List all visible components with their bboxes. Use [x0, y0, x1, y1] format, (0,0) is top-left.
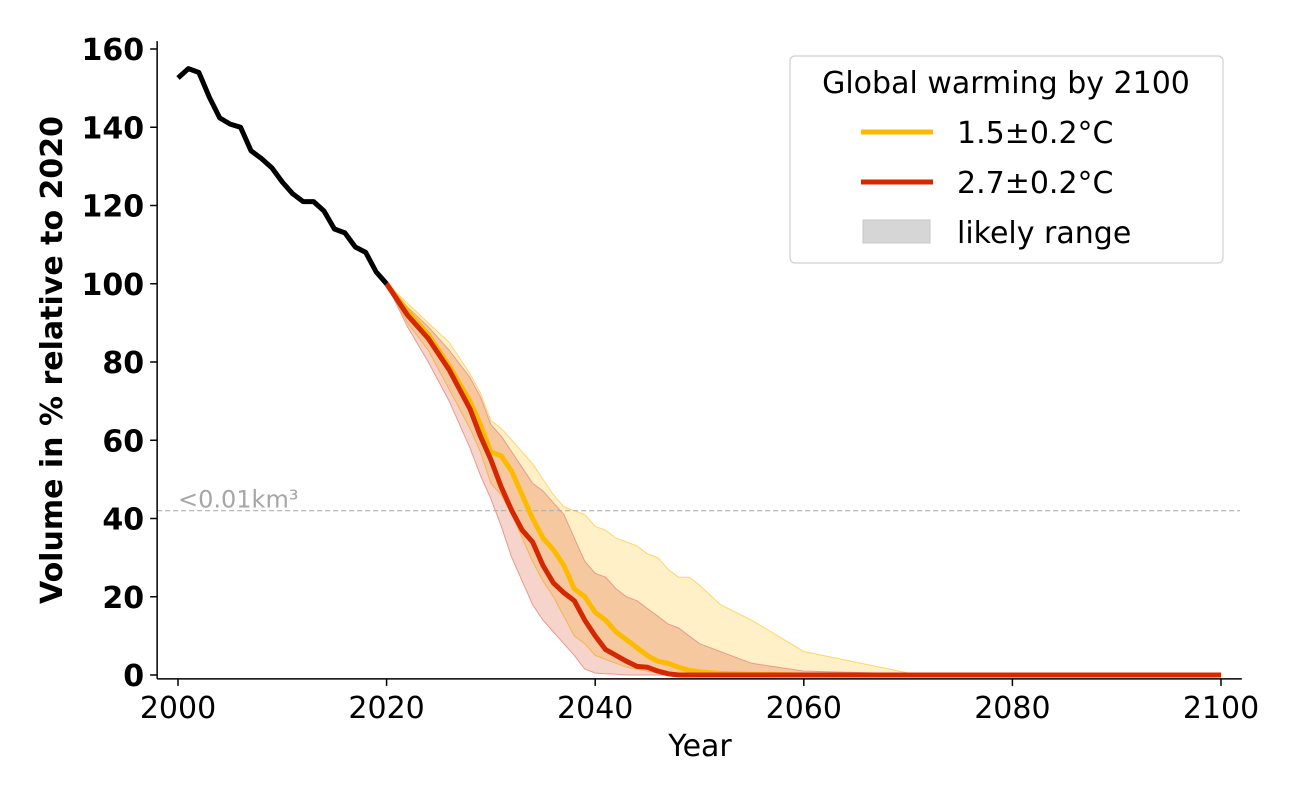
line-2p7: [384, 282, 1221, 678]
series-lines: [176, 66, 1221, 678]
y-tick-label: 140: [82, 111, 145, 146]
legend-box: [789, 55, 1224, 264]
y-tick-label: 80: [102, 346, 144, 381]
threshold-label: <0.01km³: [178, 486, 298, 514]
x-axis-title: Year: [667, 729, 732, 764]
legend-label-1p5: 1.5±0.2°C: [957, 116, 1114, 151]
y-tick-label: 100: [82, 268, 145, 303]
observed-line: [176, 66, 389, 286]
y-tick-label: 120: [82, 190, 145, 225]
x-tick-label: 2060: [766, 691, 842, 726]
y-axis-title: Volume in % relative to 2020: [35, 116, 70, 604]
x-tick-label: 2000: [140, 691, 216, 726]
x-tick-label: 2020: [348, 691, 424, 726]
legend: Global warming by 2100 1.5±0.2°C 2.7±0.2…: [789, 55, 1224, 264]
legend-label-2p7: 2.7±0.2°C: [957, 166, 1114, 201]
legend-label-range: likely range: [957, 216, 1131, 251]
y-tick-label: 40: [102, 503, 144, 538]
y-tick-label: 0: [123, 659, 144, 694]
y-tick-label: 20: [102, 581, 144, 616]
x-tick-label: 2040: [557, 691, 633, 726]
axes: [156, 41, 1242, 680]
x-tick-label: 2080: [974, 691, 1050, 726]
x-ticks: 2000 2020 2040 2060 2080 2100: [140, 678, 1259, 726]
y-tick-label: 160: [82, 33, 145, 68]
y-tick-label: 60: [102, 424, 144, 459]
legend-title: Global warming by 2100: [822, 66, 1190, 101]
likely-range-bands: [386, 283, 1222, 676]
likely-range-band-2p7: [386, 283, 1221, 676]
y-ticks: 0 20 40 60 80 100 120 140 160: [82, 33, 158, 694]
annotation-layer: <0.01km³: [157, 486, 1240, 514]
x-tick-label: 2100: [1183, 691, 1259, 726]
legend-swatch-range: [862, 219, 931, 244]
